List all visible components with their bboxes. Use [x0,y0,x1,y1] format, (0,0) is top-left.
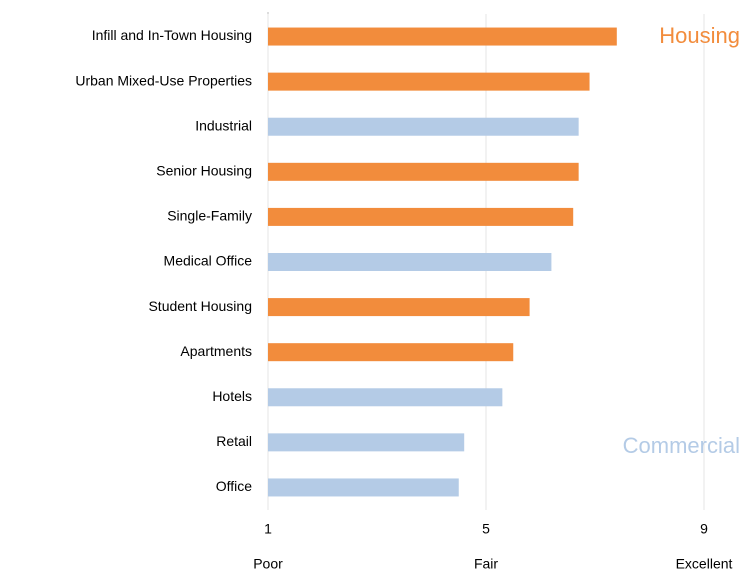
y-tick-label: Hotels [212,388,252,404]
bar [268,433,465,452]
x-tick-label: 1 [264,521,272,537]
bar [268,117,579,136]
y-tick-label: Industrial [195,117,252,133]
bar [268,253,552,271]
x-scale-label: Poor [253,556,283,572]
y-tick-label: Infill and In-Town Housing [92,27,252,43]
bar [268,72,590,91]
legend-label: Commercial [623,433,740,458]
bar [268,27,617,46]
y-tick-label: Retail [216,433,252,449]
x-scale-label: Fair [474,556,498,572]
y-tick-label: Senior Housing [156,163,252,179]
y-tick-label: Apartments [180,343,252,359]
bar [268,162,579,181]
bar [268,478,459,497]
bar [268,343,514,362]
x-scale-label: Excellent [676,556,733,572]
y-tick-label: Urban Mixed-Use Properties [75,72,252,88]
y-tick-label: Office [216,478,253,494]
y-tick-label: Student Housing [148,298,252,314]
bar [268,207,574,226]
legend-label: Housing [659,23,740,48]
x-tick-label: 5 [482,521,490,537]
y-tick-label: Medical Office [164,253,253,269]
x-tick-label: 9 [700,521,708,537]
bar [268,298,530,317]
bar [268,388,503,407]
y-tick-label: Single-Family [167,208,252,224]
